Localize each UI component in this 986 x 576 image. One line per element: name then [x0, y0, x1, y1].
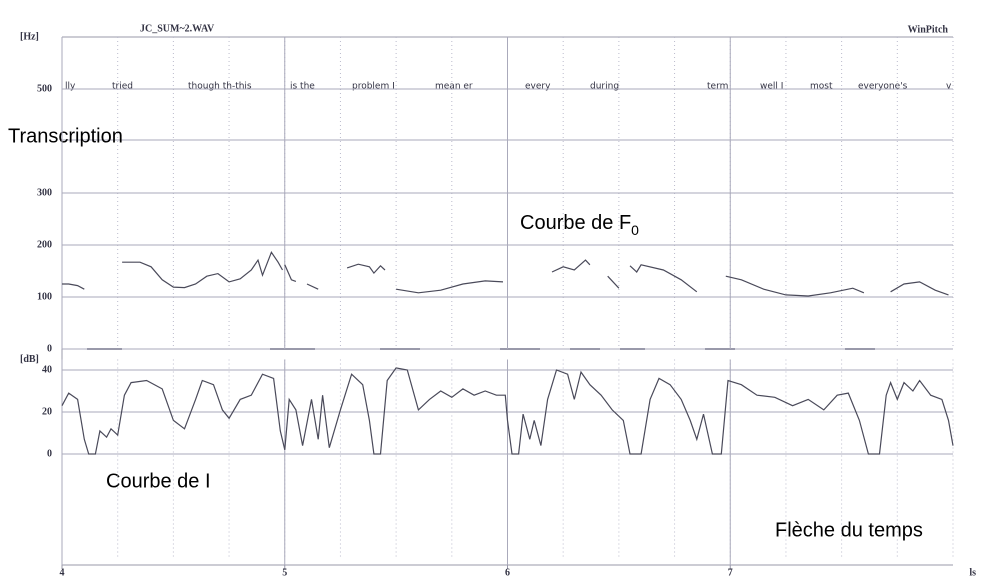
transcription-word: though th-this	[188, 82, 252, 92]
app-name: WinPitch	[908, 24, 949, 35]
y-tick-label: 20	[42, 406, 52, 417]
y-tick-label: 40	[42, 364, 52, 375]
transcription-word: most	[810, 82, 833, 92]
y-axis-label: [dB]	[20, 354, 39, 365]
annotation-subscript: 0	[631, 222, 639, 238]
annotation: Courbe de F	[520, 212, 631, 234]
transcription-word: v	[946, 82, 952, 92]
transcription-word: well I	[760, 82, 783, 92]
transcription-word: lly	[65, 82, 76, 92]
x-tick-label: 6	[505, 567, 510, 576]
x-axis-label: ls	[969, 567, 976, 576]
curve	[61, 367, 954, 455]
transcription-word: term	[707, 82, 728, 92]
annotation: Courbe de I	[106, 470, 211, 492]
annotation: Transcription	[8, 125, 123, 147]
transcription-word: everyone's	[858, 82, 908, 92]
annotation: Flèche du temps	[775, 519, 923, 541]
y-tick-label: 500	[37, 83, 52, 94]
y-tick-label: 100	[37, 291, 52, 302]
transcription-word: mean er	[435, 82, 473, 92]
transcription-word: is the	[290, 82, 315, 92]
x-tick-label: 7	[728, 567, 733, 576]
y-axis-label: [Hz]	[20, 31, 39, 42]
x-tick-label: 5	[282, 567, 287, 576]
annotation: Courbe de F0	[520, 212, 639, 237]
transcription-word: during	[590, 82, 619, 92]
curve	[62, 251, 949, 297]
y-tick-label: 300	[37, 187, 52, 198]
file-name: JC_SUM~2.WAV	[140, 23, 215, 34]
y-tick-label: 200	[37, 239, 52, 250]
transcription-word: problem I	[352, 82, 395, 92]
x-tick-label: 4	[60, 567, 65, 576]
transcription-word: every	[525, 82, 551, 92]
transcription-word: tried	[112, 82, 133, 92]
y-tick-label: 0	[47, 448, 52, 459]
y-tick-label: 0	[47, 343, 52, 354]
